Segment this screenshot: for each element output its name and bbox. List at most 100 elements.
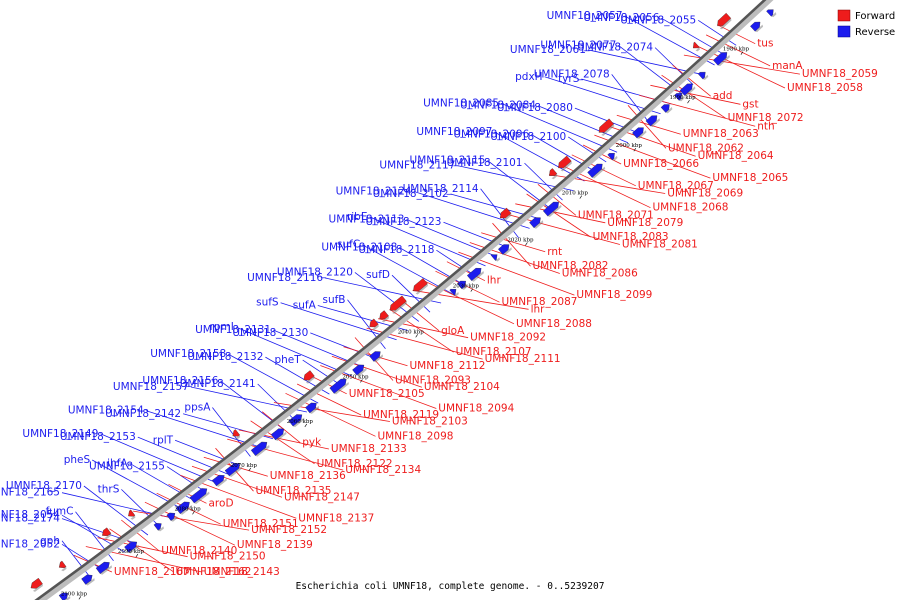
gene-label: UMNF18_2139 bbox=[237, 539, 313, 551]
legend-forward-label: Forward bbox=[855, 11, 895, 22]
reverse-gene bbox=[660, 104, 673, 114]
label-connector bbox=[650, 84, 741, 105]
label-connector bbox=[228, 353, 319, 404]
label-connector bbox=[121, 519, 160, 552]
label-connector bbox=[100, 433, 217, 484]
label-connector bbox=[526, 193, 591, 238]
forward-gene bbox=[413, 278, 428, 295]
forward-gene bbox=[30, 577, 43, 592]
gene-label: pyk bbox=[302, 437, 322, 449]
gene-label: sufS bbox=[256, 297, 279, 309]
gene-label: UMNF18_2067 bbox=[638, 180, 714, 192]
reverse-gene bbox=[632, 127, 647, 140]
forward-gene bbox=[558, 155, 572, 172]
label-connector-lines bbox=[61, 15, 800, 579]
gene-label: UMNF18_2122 bbox=[317, 458, 393, 470]
gene-label: UMNF18_2123 bbox=[366, 216, 442, 228]
gene-label: UMNF18_2103 bbox=[392, 416, 468, 428]
gene-label: UMNF18_2157 bbox=[113, 381, 189, 393]
tick-label: 2010 kbp bbox=[562, 191, 589, 197]
reverse-gene bbox=[250, 441, 270, 457]
gene-label: UMNF18_2132 bbox=[187, 351, 263, 363]
gene-label: UMNF18_2102 bbox=[373, 188, 449, 200]
label-connector bbox=[261, 411, 301, 444]
gene-label: UMNF18_2153 bbox=[60, 431, 136, 443]
gene-label: UMNF18_2086 bbox=[562, 268, 638, 280]
forward-gene bbox=[232, 429, 241, 440]
label-connector bbox=[567, 136, 607, 163]
gene-label: UMNF18_2162 bbox=[176, 566, 252, 578]
backbone-arc bbox=[34, 0, 767, 600]
gene-label: UMNF18_2066 bbox=[623, 158, 699, 170]
gene-label: rpmI bbox=[210, 321, 234, 333]
label-connector bbox=[238, 429, 329, 450]
gene-label: UMNF18_2088 bbox=[516, 318, 592, 330]
backbone-shadow bbox=[38, 0, 774, 600]
gene-label: UMNF18_2112 bbox=[410, 360, 486, 372]
forward-gene bbox=[369, 318, 379, 331]
tick-mark: 2090 kbp bbox=[118, 549, 144, 558]
gene-label: UMNF18_2141 bbox=[180, 378, 256, 390]
gene-label: ppsA bbox=[184, 402, 211, 414]
figure-caption: Escherichia coli UMNF18, complete genome… bbox=[296, 581, 605, 592]
gene-label: rplT bbox=[153, 434, 174, 446]
reverse-gene bbox=[166, 512, 178, 522]
gene-label: tyrS bbox=[558, 73, 580, 85]
tick-mark: 2080 kbp bbox=[175, 506, 201, 515]
tick-label: 2040 kbp bbox=[398, 329, 425, 335]
gene-label: UMNF18_2136 bbox=[270, 470, 346, 482]
reverse-gene bbox=[288, 414, 305, 428]
label-connector bbox=[378, 318, 469, 339]
reverse-gene bbox=[58, 592, 71, 600]
gene-label: UMNF18_2156 bbox=[142, 375, 218, 387]
label-connector bbox=[61, 540, 91, 579]
gene-label: UMNF18_2124 bbox=[336, 185, 412, 197]
tick-label: 2060 kbp bbox=[287, 419, 314, 425]
tick-mark: 1990 kbp bbox=[670, 95, 696, 104]
reverse-gene bbox=[224, 463, 243, 477]
gene-label: sufA bbox=[293, 300, 317, 312]
gene-label: nth bbox=[757, 120, 774, 132]
label-connector bbox=[672, 64, 711, 97]
gene-label: UMNF18_2056 bbox=[583, 12, 659, 24]
gene-label: UMNF18_2131 bbox=[195, 324, 271, 336]
gene-label: UMNF18_2158 bbox=[150, 348, 226, 360]
gene-label: UMNF18_2085 bbox=[423, 97, 499, 109]
gene-label: UMNF18_2078 bbox=[534, 68, 610, 80]
tick-mark: 2100 kbp bbox=[61, 591, 87, 600]
label-connector bbox=[296, 383, 362, 416]
reverse-gene bbox=[607, 153, 618, 161]
gene-label: UMNF18_2064 bbox=[698, 150, 774, 162]
gene-label: UMNF18_2079 bbox=[607, 217, 683, 229]
gene-label: UMNF18_2140 bbox=[161, 545, 237, 557]
gene-label: UMNF18_2116 bbox=[247, 272, 323, 284]
label-connector bbox=[587, 49, 704, 76]
reverse-gene bbox=[750, 21, 764, 33]
reverse-gene bbox=[542, 201, 562, 218]
label-connector bbox=[571, 154, 636, 187]
gene-label: UMNF18_2062 bbox=[668, 142, 744, 154]
reverse-gene bbox=[529, 217, 544, 229]
tick-mark: 2040 kbp bbox=[398, 329, 425, 338]
reverse-gene bbox=[679, 83, 696, 97]
gene-label: UMNF18_2077 bbox=[540, 39, 616, 51]
gene-label: UMNF18_2119 bbox=[363, 409, 439, 421]
tick-mark: 2010 kbp bbox=[562, 191, 589, 199]
gene-label: UMNF18_2082 bbox=[533, 260, 609, 272]
tick-mark: 2020 kbp bbox=[507, 237, 534, 246]
label-connector bbox=[705, 34, 771, 67]
gene-label: UMNF18_2055 bbox=[620, 14, 696, 26]
tick-mark: 2060 kbp bbox=[287, 419, 314, 428]
gene-label: UMNF18_2083 bbox=[593, 231, 669, 243]
forward-gene bbox=[598, 118, 615, 136]
gene-label: UMNF18_2142 bbox=[105, 408, 181, 420]
reverse-gene bbox=[449, 289, 459, 297]
gene-label: gloA bbox=[441, 325, 465, 337]
gene-label: UMNF18_2151 bbox=[223, 518, 299, 530]
label-connector bbox=[145, 410, 262, 448]
label-connector bbox=[492, 222, 531, 267]
tick-mark: 2050 kbp bbox=[342, 374, 369, 383]
gene-label: UMNF18_2143 bbox=[204, 566, 280, 578]
reverse-gene bbox=[175, 501, 193, 515]
